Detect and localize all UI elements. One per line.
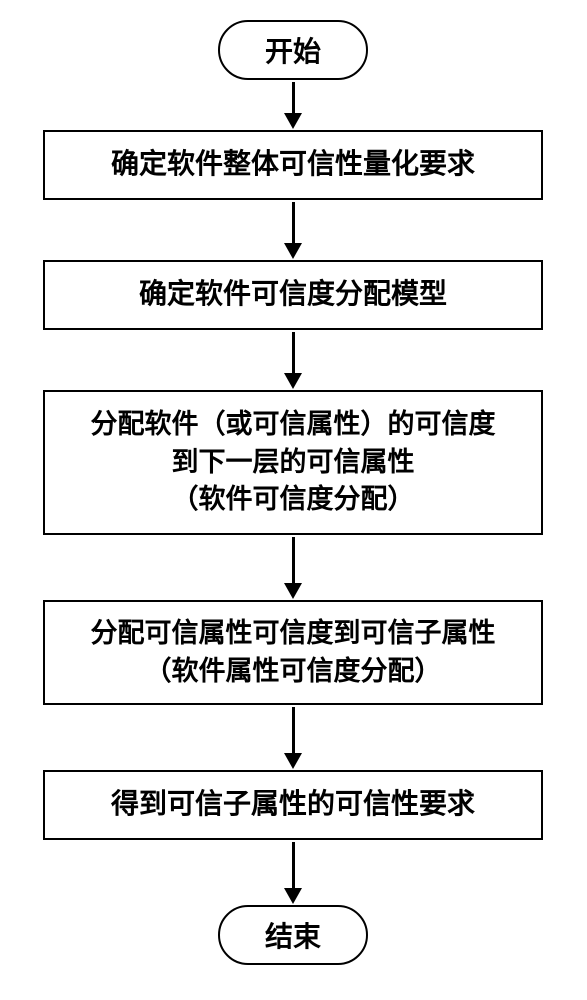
node-start-label: 开始 (265, 30, 321, 70)
node-step5-label: 得到可信子属性的可信性要求 (111, 785, 475, 824)
arrow-head (284, 753, 302, 769)
node-step2-label: 确定软件可信度分配模型 (139, 275, 447, 314)
arrow-head (284, 583, 302, 599)
flowchart-canvas: 开始 确定软件整体可信性量化要求 确定软件可信度分配模型 分配软件（或可信属性）… (0, 0, 587, 1000)
node-end: 结束 (218, 905, 368, 965)
arrow-line (292, 82, 295, 114)
arrow-head (284, 373, 302, 389)
arrow-line (292, 202, 295, 244)
node-end-label: 结束 (265, 915, 321, 955)
node-step3-line3: （软件可信度分配） (91, 481, 496, 519)
node-step2: 确定软件可信度分配模型 (43, 260, 543, 330)
node-step3-line1: 分配软件（或可信属性）的可信度 (91, 406, 496, 444)
arrow-line (292, 537, 295, 584)
node-step1: 确定软件整体可信性量化要求 (43, 130, 543, 200)
node-step1-label: 确定软件整体可信性量化要求 (111, 145, 475, 184)
node-step3: 分配软件（或可信属性）的可信度 到下一层的可信属性 （软件可信度分配） (43, 390, 543, 535)
arrow-line (292, 332, 295, 374)
arrow-line (292, 842, 295, 889)
arrow-line (292, 707, 295, 754)
node-step4: 分配可信属性可信度到可信子属性 （软件属性可信度分配） (43, 600, 543, 705)
node-start: 开始 (218, 20, 368, 80)
arrow-head (284, 243, 302, 259)
arrow-head (284, 888, 302, 904)
node-step3-lines: 分配软件（或可信属性）的可信度 到下一层的可信属性 （软件可信度分配） (91, 406, 496, 519)
node-step4-line1: 分配可信属性可信度到可信子属性 (91, 615, 496, 653)
node-step4-line2: （软件属性可信度分配） (91, 653, 496, 691)
node-step5: 得到可信子属性的可信性要求 (43, 770, 543, 840)
node-step4-lines: 分配可信属性可信度到可信子属性 （软件属性可信度分配） (91, 615, 496, 691)
node-step3-line2: 到下一层的可信属性 (91, 444, 496, 482)
arrow-head (284, 113, 302, 129)
